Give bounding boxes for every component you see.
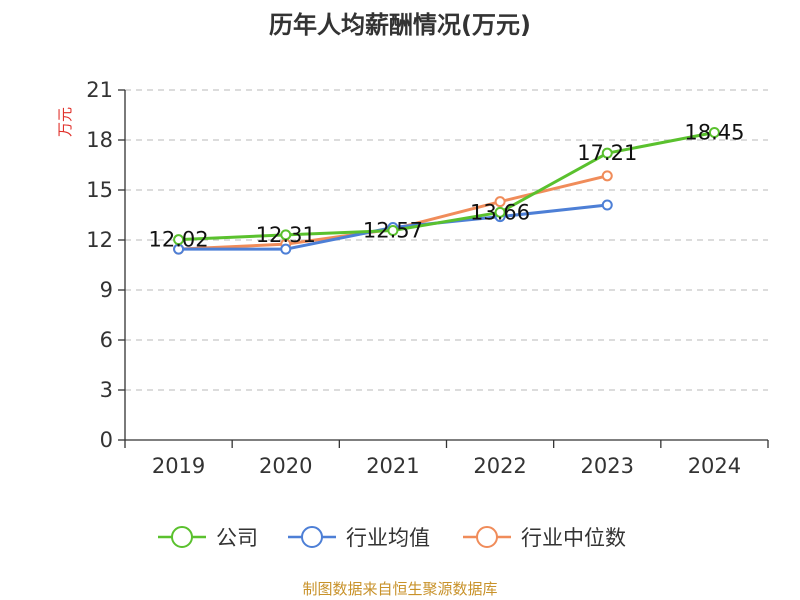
data-label: 12.57 bbox=[363, 219, 423, 243]
x-tick-label: 2021 bbox=[366, 454, 419, 478]
y-tick-label: 0 bbox=[100, 428, 113, 452]
legend-label: 公司 bbox=[216, 526, 258, 550]
y-tick-label: 12 bbox=[86, 228, 113, 252]
data-label: 12.31 bbox=[256, 223, 316, 247]
data-point bbox=[494, 196, 506, 208]
data-point bbox=[387, 225, 399, 236]
source-note: 制图数据来自恒生聚源数据库 bbox=[302, 580, 497, 598]
x-tick-label: 2022 bbox=[473, 454, 526, 478]
grid-lines bbox=[125, 89, 768, 391]
data-point bbox=[601, 147, 613, 159]
legend-marker bbox=[171, 526, 193, 548]
series-lines bbox=[173, 127, 720, 255]
axes: 0 3 6 9 12 15 18 21 2019 2020 2021 2022 2023 2024 bbox=[86, 78, 769, 478]
y-tick-label: 18 bbox=[86, 128, 113, 152]
data-point bbox=[494, 206, 506, 218]
y-tick-label: 21 bbox=[86, 78, 113, 102]
data-point bbox=[280, 229, 292, 241]
legend: 公司 行业均值 行业中位数 bbox=[158, 526, 626, 550]
x-tick-label: 2019 bbox=[152, 454, 205, 478]
data-point bbox=[280, 243, 292, 255]
x-tick-label: 2023 bbox=[581, 454, 634, 478]
y-tick-label: 15 bbox=[86, 178, 113, 202]
data-label: 12.02 bbox=[149, 228, 209, 252]
data-point bbox=[601, 199, 613, 211]
data-label: 18.45 bbox=[684, 121, 744, 145]
x-tick-label: 2020 bbox=[259, 454, 312, 478]
y-tick-label: 6 bbox=[100, 328, 113, 352]
legend-label: 行业中位数 bbox=[521, 526, 626, 550]
series-line-0 bbox=[178, 131, 715, 242]
data-label: 17.21 bbox=[577, 141, 637, 165]
x-tick-label: 2024 bbox=[688, 454, 741, 478]
legend-marker bbox=[301, 526, 323, 548]
legend-label: 行业均值 bbox=[346, 526, 430, 550]
y-tick-label: 3 bbox=[100, 378, 113, 402]
y-axis-label: 万元 bbox=[56, 107, 74, 137]
y-tick-label: 9 bbox=[100, 278, 113, 302]
legend-marker bbox=[476, 526, 498, 548]
data-point bbox=[601, 170, 613, 182]
chart-title: 历年人均薪酬情况(万元) bbox=[269, 11, 531, 39]
data-labels: 12.02 12.31 12.57 13.66 17.21 18.45 bbox=[149, 121, 745, 252]
data-point bbox=[173, 234, 185, 246]
data-label: 13.66 bbox=[470, 200, 530, 224]
data-point bbox=[708, 127, 720, 138]
